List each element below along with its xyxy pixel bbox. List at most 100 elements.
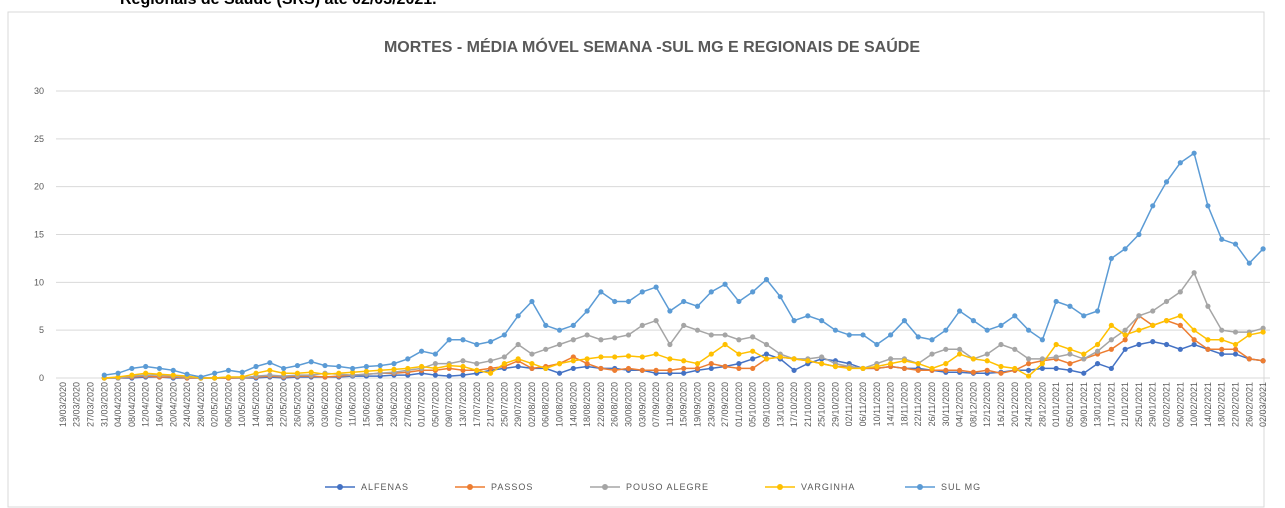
point	[1191, 327, 1197, 333]
point	[294, 370, 301, 376]
x-tick-label: 01/10/2020	[734, 382, 744, 427]
point	[253, 370, 259, 376]
point	[1039, 365, 1045, 372]
x-tick-label: 15/09/2020	[679, 382, 689, 427]
point	[1025, 327, 1032, 333]
point	[612, 335, 618, 341]
point	[901, 358, 908, 364]
point	[998, 363, 1004, 370]
legend-label: PASSOS	[491, 482, 533, 492]
x-tick-label: 01/07/2020	[417, 382, 427, 427]
point	[984, 358, 990, 364]
point	[957, 367, 963, 373]
point	[929, 337, 935, 343]
point	[819, 318, 825, 324]
point	[1122, 327, 1128, 333]
x-tick-label: 06/11/2020	[858, 382, 868, 426]
x-tick-label: 19/09/2020	[692, 382, 702, 427]
point	[446, 373, 452, 379]
point	[1205, 337, 1211, 343]
x-tick-label: 21/01/2021	[1120, 382, 1130, 427]
point	[1136, 327, 1142, 333]
point	[460, 358, 466, 364]
point	[694, 361, 701, 367]
point	[1205, 303, 1211, 309]
point	[184, 371, 190, 377]
x-tick-label: 22/11/2020	[913, 382, 923, 426]
point	[584, 361, 590, 367]
x-tick-label: 02/05/2020	[210, 382, 220, 427]
x-tick-label: 13/01/2021	[1093, 382, 1103, 427]
point	[625, 332, 632, 338]
x-tick-label: 25/10/2020	[817, 382, 827, 427]
point	[860, 365, 866, 372]
point	[474, 367, 480, 373]
point	[350, 369, 356, 375]
point	[363, 368, 369, 374]
x-tick-label: 22/05/2020	[279, 382, 289, 427]
x-tick-label: 23/03/2020	[72, 382, 82, 427]
point	[1232, 346, 1239, 352]
x-tick-label: 13/07/2020	[458, 382, 468, 427]
x-tick-label: 25/01/2021	[1134, 382, 1144, 427]
point	[253, 363, 259, 370]
point	[943, 367, 949, 373]
x-tick-label: 04/04/2020	[113, 382, 123, 427]
x-tick-label: 19/06/2020	[375, 382, 385, 427]
point	[556, 341, 563, 348]
point	[225, 367, 232, 373]
point	[281, 370, 287, 376]
x-tick-label: 16/04/2020	[154, 382, 164, 427]
legend-marker	[602, 484, 608, 490]
point	[1094, 361, 1101, 367]
x-tick-label: 03/06/2020	[320, 382, 330, 427]
point	[943, 361, 949, 367]
point	[543, 322, 549, 328]
point	[501, 354, 507, 360]
point	[322, 362, 328, 369]
x-tick-label: 28/12/2020	[1037, 382, 1047, 427]
point	[1177, 346, 1183, 352]
point	[1108, 255, 1114, 262]
point	[998, 322, 1004, 328]
point	[391, 366, 397, 372]
point	[556, 361, 563, 367]
point	[170, 367, 176, 373]
x-tick-label: 26/05/2020	[292, 382, 302, 427]
point	[1260, 246, 1266, 252]
y-tick-label: 30	[34, 86, 44, 96]
point	[101, 372, 107, 378]
point	[832, 327, 839, 333]
point	[1067, 346, 1073, 352]
x-tick-label: 23/06/2020	[389, 382, 399, 427]
point	[1205, 346, 1211, 352]
point	[418, 363, 425, 370]
point	[1232, 241, 1239, 247]
x-tick-label: 29/01/2021	[1148, 382, 1158, 427]
point	[998, 341, 1004, 348]
point	[957, 308, 963, 314]
x-tick-label: 24/04/2020	[182, 382, 192, 427]
point	[639, 367, 645, 373]
point	[487, 358, 494, 364]
point	[487, 339, 494, 345]
x-tick-label: 13/10/2020	[775, 382, 785, 427]
point	[957, 346, 963, 352]
legend-marker	[337, 484, 343, 490]
point	[888, 332, 894, 338]
point	[874, 363, 880, 370]
x-tick-label: 10/11/2020	[872, 382, 882, 426]
point	[1012, 313, 1018, 319]
point	[639, 354, 645, 360]
point	[143, 363, 149, 370]
legend-label: ALFENAS	[361, 482, 409, 492]
point	[515, 356, 521, 362]
point	[1219, 351, 1225, 357]
point	[777, 354, 783, 360]
point	[239, 374, 245, 380]
point	[1232, 341, 1239, 348]
x-tick-label: 09/07/2020	[444, 382, 454, 427]
x-tick-label: 18/11/2020	[899, 382, 909, 426]
point	[1108, 365, 1114, 372]
point	[1191, 270, 1197, 276]
